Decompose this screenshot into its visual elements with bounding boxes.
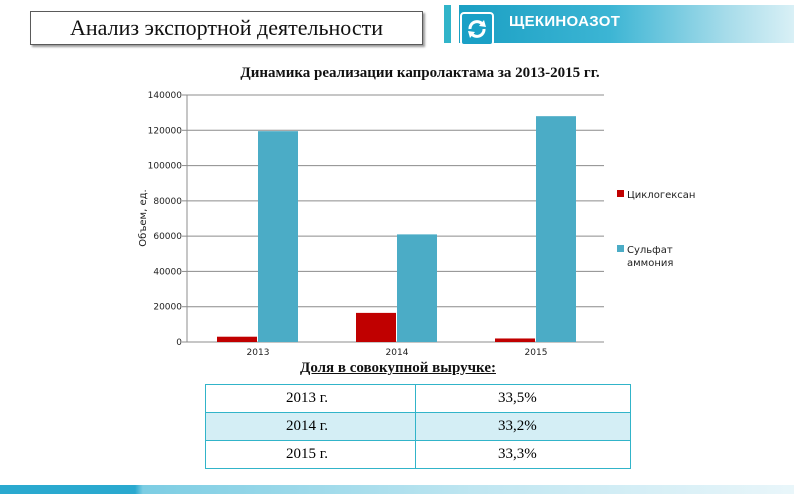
chart-title: Динамика реализации капролактама за 2013…: [240, 65, 599, 81]
legend-label-ammonium-sulfate: Сульфат аммония: [627, 245, 673, 269]
bar-ammonium-sulfate-2013: [258, 131, 298, 342]
bar-ammonium-sulfate-2015: [536, 116, 576, 343]
legend-label-cyclohexane: Циклогексан: [627, 190, 695, 201]
share-value: 33,5%: [415, 384, 631, 413]
bar-ammonium-sulfate-2014: [397, 234, 437, 342]
recycle-arrows-icon: [460, 12, 494, 46]
table-row: 2013 г. 33,5%: [205, 384, 631, 413]
y-tick-label: 20000: [153, 303, 182, 313]
x-tick-label: 2014: [386, 348, 409, 358]
share-year: 2015 г.: [205, 440, 416, 469]
bar-cyclohexane-2013: [217, 336, 257, 342]
footer-bar: [0, 485, 794, 494]
y-axis-label: Объем, ед.: [138, 189, 149, 246]
y-tick-label: 100000: [148, 162, 183, 172]
y-tick-label: 140000: [148, 91, 183, 101]
share-table: 2013 г. 33,5% 2014 г. 33,2% 2015 г. 33,3%: [205, 384, 631, 469]
legend-swatch-ammonium-sulfate: [617, 245, 624, 252]
brand-banner: [459, 5, 794, 43]
legend-swatch-cyclohexane: [617, 190, 624, 197]
table-row: 2014 г. 33,2%: [205, 412, 631, 441]
share-value: 33,3%: [415, 440, 631, 469]
bar-cyclohexane-2014: [356, 312, 396, 342]
share-title: Доля в совокупной выручке:: [300, 360, 496, 376]
table-row: 2015 г. 33,3%: [205, 440, 631, 469]
page-title: Анализ экспортной деятельности: [70, 15, 383, 40]
x-tick-label: 2013: [247, 348, 270, 358]
brand-stripe: [444, 5, 451, 43]
y-tick-label: 80000: [153, 197, 182, 207]
x-tick-label: 2015: [525, 348, 548, 358]
bar-cyclohexane-2015: [495, 338, 535, 342]
y-tick-label: 0: [176, 338, 182, 348]
y-tick-label: 40000: [153, 267, 182, 277]
y-tick-label: 120000: [148, 126, 183, 136]
share-year: 2014 г.: [205, 412, 416, 441]
page-header-box: Анализ экспортной деятельности: [30, 11, 423, 45]
brand-name: ЩЕКИНОАЗОТ: [509, 13, 621, 30]
y-tick-label: 60000: [153, 232, 182, 242]
share-value: 33,2%: [415, 412, 631, 441]
share-year: 2013 г.: [205, 384, 416, 413]
